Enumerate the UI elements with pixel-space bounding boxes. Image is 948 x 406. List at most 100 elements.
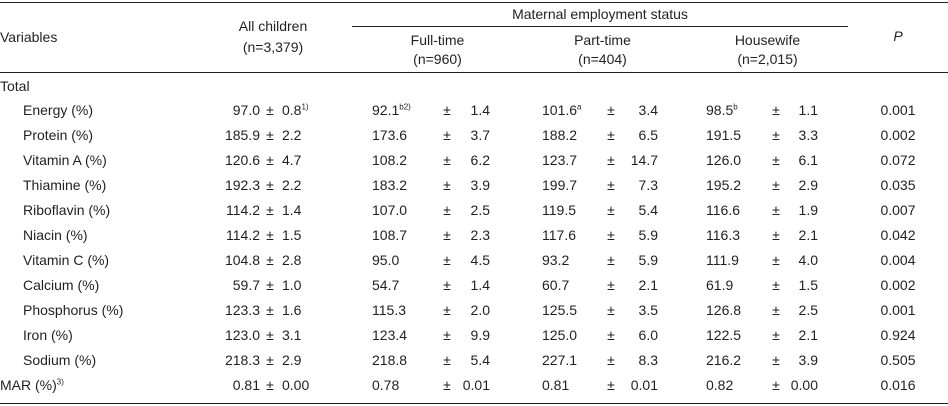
all-pm: ±	[266, 252, 274, 268]
all-mean: 104.8	[224, 252, 260, 268]
p-value: 0.002	[880, 127, 916, 143]
fulltime-sd: 1.4	[470, 277, 490, 293]
housewife-mean: 122.5	[706, 327, 742, 343]
parttime-pm: ±	[607, 227, 615, 243]
all-sd: 4.7	[282, 152, 302, 168]
row-label: Vitamin A (%)	[23, 152, 107, 168]
header-bottom-rule	[0, 72, 948, 73]
row-label: Vitamin C (%)	[23, 252, 110, 268]
housewife-sd: 2.5	[798, 302, 818, 318]
header-parttime: Part-time	[574, 32, 631, 48]
parttime-mean: 101.6a	[542, 102, 582, 118]
all-sd: 3.1	[282, 327, 302, 343]
header-maternal-employment: Maternal employment status	[512, 6, 688, 22]
parttime-pm: ±	[607, 302, 615, 318]
parttime-mean: 93.2	[542, 252, 570, 268]
all-mean: 0.81	[232, 377, 260, 393]
fulltime-pm: ±	[443, 127, 451, 143]
housewife-pm: ±	[772, 352, 780, 368]
housewife-sd: 1.5	[798, 277, 818, 293]
header-p-value: P	[893, 28, 903, 44]
fulltime-sd: 4.5	[470, 252, 490, 268]
parttime-pm: ±	[607, 102, 615, 118]
parttime-mean: 117.6	[542, 227, 576, 243]
p-value: 0.001	[880, 102, 916, 118]
all-mean: 123.3	[224, 302, 260, 318]
all-mean: 114.2	[226, 202, 260, 218]
parttime-sd: 5.9	[638, 252, 658, 268]
all-pm: ±	[266, 152, 274, 168]
row-label: Energy (%)	[23, 102, 94, 118]
all-sd: 1.6	[282, 302, 302, 318]
p-value: 0.924	[880, 327, 916, 343]
parttime-sd: 3.4	[638, 102, 658, 118]
fulltime-sd: 6.2	[470, 152, 490, 168]
parttime-mean: 227.1	[542, 352, 578, 368]
housewife-mean: 216.2	[706, 352, 742, 368]
all-sd: 2.2	[282, 177, 302, 193]
housewife-pm: ±	[772, 327, 780, 343]
fulltime-mean: 218.8	[372, 352, 408, 368]
fulltime-pm: ±	[443, 352, 451, 368]
all-mean: 97.0	[232, 102, 260, 118]
parttime-pm: ±	[607, 327, 615, 343]
parttime-pm: ±	[607, 252, 615, 268]
all-pm: ±	[266, 327, 274, 343]
all-pm: ±	[266, 177, 274, 193]
parttime-sd: 3.5	[638, 302, 658, 318]
p-value: 0.035	[880, 177, 916, 193]
fulltime-mean: 123.4	[372, 327, 408, 343]
all-pm: ±	[266, 102, 274, 118]
parttime-sd: 7.3	[638, 177, 658, 193]
p-value: 0.505	[880, 352, 916, 368]
housewife-sd: 1.9	[798, 202, 818, 218]
header-all-children: All children	[238, 18, 308, 34]
parttime-sd: 6.5	[638, 127, 658, 143]
row-label: Calcium (%)	[23, 277, 100, 293]
housewife-sd: 0.00	[790, 377, 818, 393]
fulltime-mean: 0.78	[372, 377, 400, 393]
all-sd: 1.5	[282, 227, 302, 243]
parttime-mean: 125.0	[542, 327, 578, 343]
row-label: Iron (%)	[23, 327, 73, 343]
all-pm: ±	[266, 352, 274, 368]
parttime-mean: 188.2	[542, 127, 578, 143]
footnote-marker: b2)	[399, 102, 411, 112]
parttime-sd: 0.01	[630, 377, 658, 393]
p-value: 0.004	[880, 252, 916, 268]
all-sd: 1.0	[282, 277, 302, 293]
housewife-mean: 111.9	[706, 252, 739, 268]
housewife-pm: ±	[772, 377, 780, 393]
all-sd: 2.2	[282, 127, 302, 143]
fulltime-sd: 3.9	[470, 177, 490, 193]
all-pm: ±	[266, 302, 274, 318]
parttime-mean: 0.81	[542, 377, 570, 393]
fulltime-sd: 9.9	[470, 327, 490, 343]
header-housewife: Housewife	[734, 32, 801, 48]
p-value: 0.007	[880, 202, 916, 218]
fulltime-sd: 2.5	[470, 202, 490, 218]
housewife-pm: ±	[772, 127, 780, 143]
footnote-marker: a	[577, 102, 582, 112]
footnote-marker: 3)	[56, 377, 64, 387]
footnote-marker: b	[733, 102, 738, 112]
fulltime-pm: ±	[443, 377, 451, 393]
housewife-pm: ±	[772, 252, 780, 268]
fulltime-mean: 107.0	[372, 202, 408, 218]
header-variables: Variables	[0, 29, 58, 45]
fulltime-sd: 2.3	[470, 227, 490, 243]
fulltime-pm: ±	[443, 202, 451, 218]
footnote-marker: 1)	[301, 102, 309, 112]
row-label: Niacin (%)	[23, 227, 88, 243]
fulltime-mean: 54.7	[372, 277, 400, 293]
row-label: Sodium (%)	[23, 352, 97, 368]
fulltime-pm: ±	[443, 177, 451, 193]
housewife-pm: ±	[772, 177, 780, 193]
housewife-mean: 126.8	[706, 302, 742, 318]
parttime-pm: ±	[607, 152, 615, 168]
fulltime-mean: 95.0	[372, 252, 400, 268]
fulltime-pm: ±	[443, 277, 451, 293]
section-total: Total	[0, 78, 30, 94]
fulltime-mean: 115.3	[372, 302, 406, 318]
parttime-sd: 6.0	[638, 327, 658, 343]
